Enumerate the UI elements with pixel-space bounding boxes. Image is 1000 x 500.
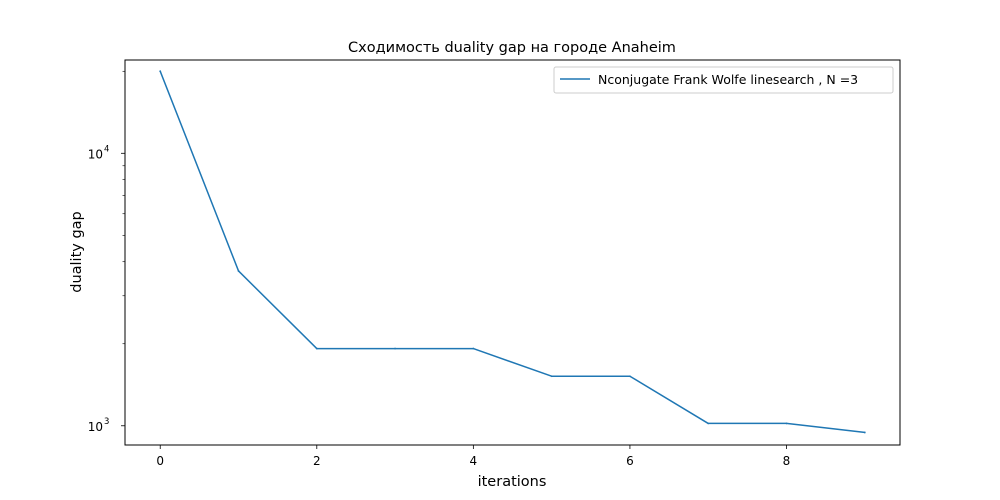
legend-entry-label: Nconjugate Frank Wolfe linesearch , N =3 bbox=[598, 72, 858, 87]
chart-title: Сходимость duality gap на городе Anaheim bbox=[348, 40, 676, 56]
data-point bbox=[472, 347, 475, 350]
y-tick-label-exponent: 4 bbox=[104, 144, 109, 154]
x-axis-label: iterations bbox=[478, 474, 547, 490]
y-tick-label: 10 bbox=[88, 420, 103, 434]
y-tick-label: 10 bbox=[88, 147, 103, 161]
y-axis-label: duality gap bbox=[69, 211, 85, 293]
y-tick-label-exponent: 3 bbox=[104, 417, 109, 427]
y-tick-label-base: 10 bbox=[88, 420, 103, 434]
x-axis-ticks: 0 2 4 6 8 bbox=[156, 445, 790, 468]
axes-frame bbox=[124, 59, 901, 446]
data-point bbox=[707, 422, 710, 425]
legend-box bbox=[553, 66, 894, 94]
x-tick-label: 4 bbox=[470, 454, 478, 468]
x-tick-label: 6 bbox=[626, 454, 634, 468]
data-point bbox=[315, 347, 318, 350]
data-point bbox=[159, 70, 162, 73]
x-tick-label: 0 bbox=[156, 454, 164, 468]
x-tick-label: 8 bbox=[783, 454, 791, 468]
data-point bbox=[237, 270, 240, 272]
data-point bbox=[785, 422, 788, 425]
data-point bbox=[394, 347, 396, 350]
y-tick-label-base: 10 bbox=[88, 147, 103, 161]
legend: Nconjugate Frank Wolfe linesearch , N =3 bbox=[553, 66, 894, 94]
data-point bbox=[863, 431, 866, 434]
data-point bbox=[629, 375, 631, 378]
series-layer bbox=[159, 70, 866, 434]
series-line bbox=[159, 70, 866, 434]
x-tick-label: 2 bbox=[313, 454, 321, 468]
data-point bbox=[550, 375, 553, 378]
